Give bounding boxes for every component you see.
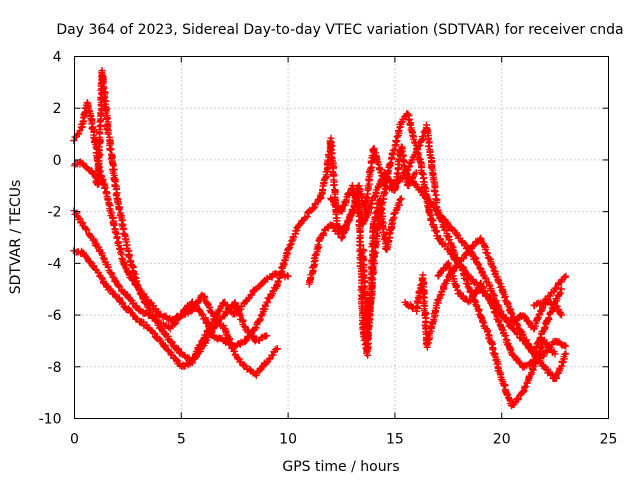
marker-trace [434,259,570,371]
series-track-6 [305,110,559,410]
y-tick-label: -6 [48,308,62,324]
series-track-3 [70,207,281,379]
x-tick-label: 0 [70,432,79,448]
tick-labels: 0 5 10 15 20 25 -10 -8 -6 -4 -2 0 2 4 [39,50,618,448]
marker-trace [70,207,281,379]
series-track-12 [530,298,566,319]
x-tick-label: 5 [177,432,186,448]
data-marks [70,67,570,410]
x-tick-label: 25 [600,432,618,448]
x-tick-label: 20 [493,432,511,448]
series-track-10 [434,259,570,371]
marker-trace [305,110,559,410]
marker-trace [70,247,292,370]
y-tick-label: 4 [53,50,62,66]
y-tick-label: 0 [53,153,62,169]
marker-trace [358,195,405,340]
series-track-5 [273,134,420,359]
series-track-11 [358,195,405,340]
x-tick-label: 10 [279,432,297,448]
marker-trace [530,298,566,319]
y-tick-label: -2 [48,205,62,221]
plot-frame [74,56,609,419]
axis-ticks [74,56,609,419]
marker-trace [273,134,420,359]
x-tick-label: 15 [386,432,404,448]
x-axis-label: GPS time / hours [282,459,399,475]
series-track-4 [70,247,292,370]
y-tick-label: -8 [48,360,62,376]
y-axis-label: SDTVAR / TECUs [8,180,24,295]
y-tick-label: -10 [39,412,62,428]
y-tick-label: 2 [53,101,62,117]
chart-title: Day 364 of 2023, Sidereal Day-to-day VTE… [56,22,623,38]
y-tick-label: -4 [48,256,62,272]
